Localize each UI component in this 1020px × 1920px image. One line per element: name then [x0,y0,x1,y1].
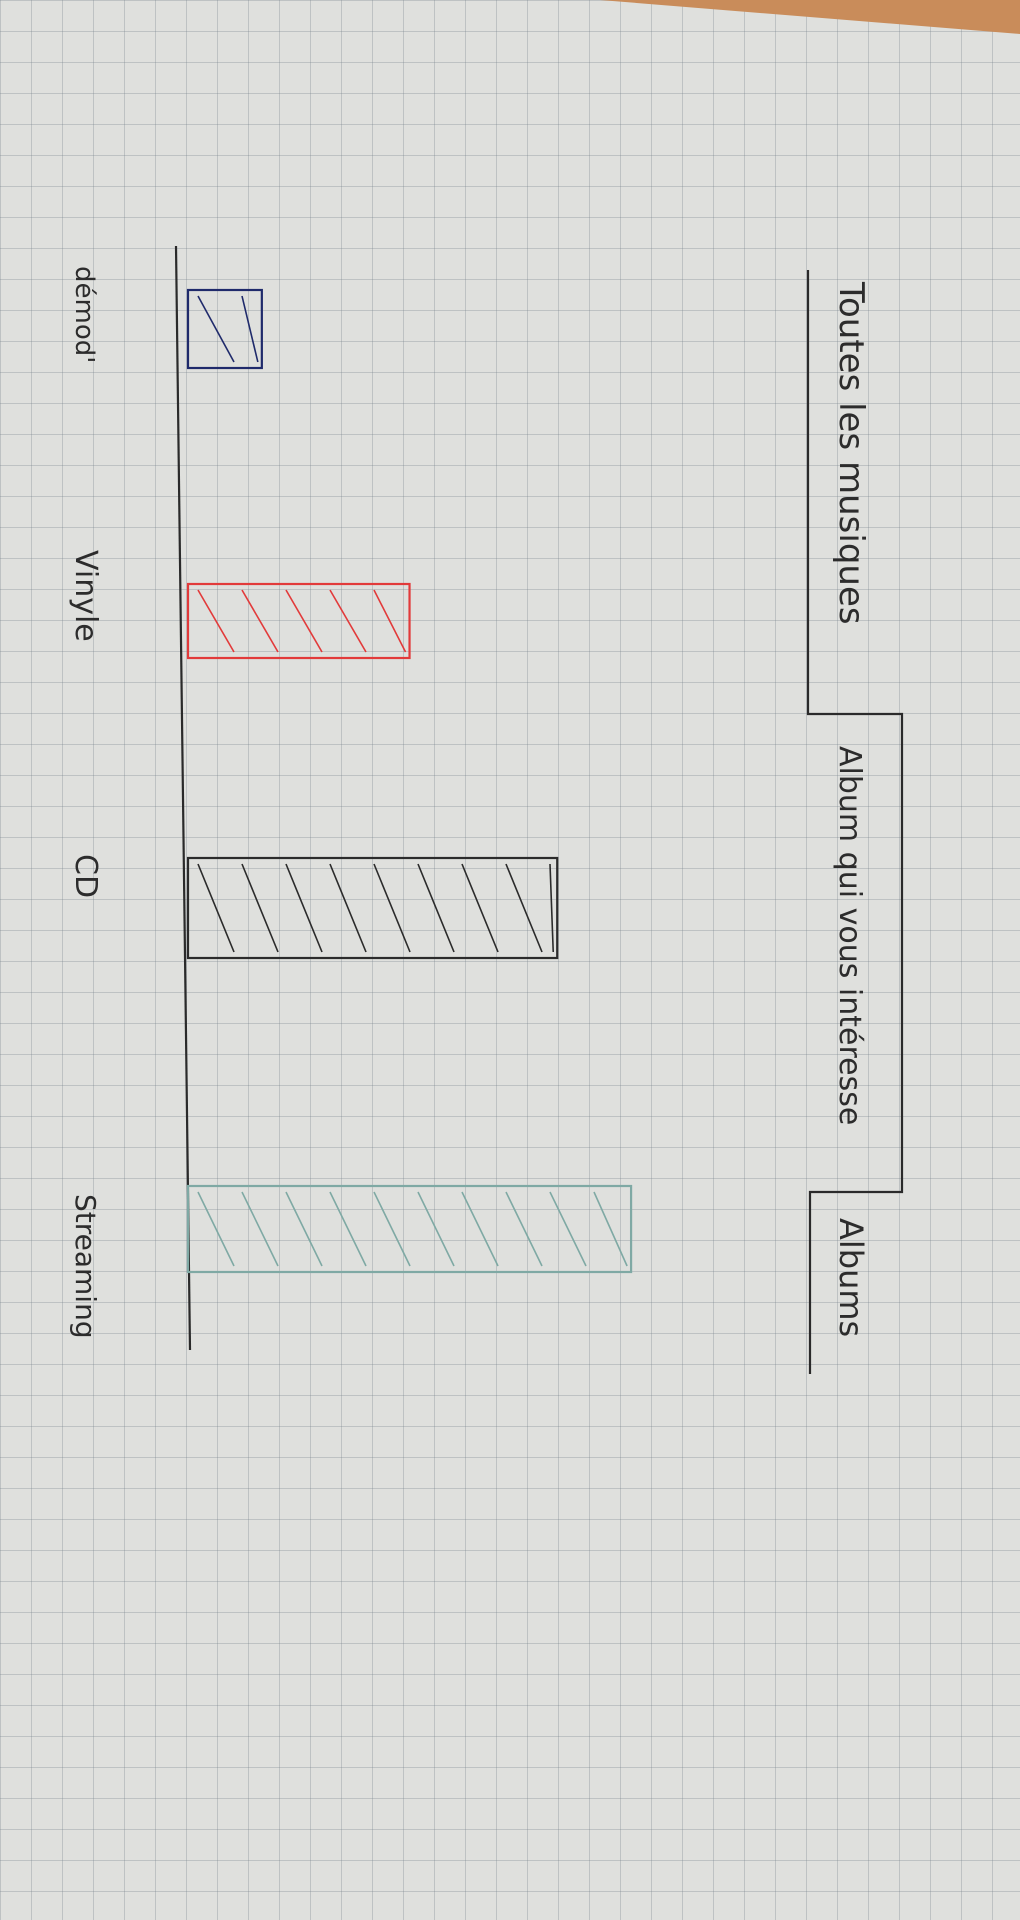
bar-2-hatch [197,863,235,953]
bar-3-hatch [285,1191,323,1267]
bar-3-outline [186,1184,633,1274]
bar-1-hatch [197,589,235,653]
bar-0-outline [186,288,263,370]
bar-1-hatch [241,589,279,653]
legend-item-3: Albums [832,1218,870,1337]
legend-item-1: Toutes les musiques [831,281,871,625]
bar-2-hatch [241,863,279,953]
legend-item-2: Album qui vous intéresse [832,746,867,1125]
bar-3 [186,1184,633,1274]
category-label-3: Streaming [69,1194,102,1339]
legend-bracket [806,270,904,1374]
bar-3-hatch [373,1191,411,1267]
bar-0-hatch [197,295,235,363]
category-label-1: Vinyle [68,550,103,642]
bar-3-hatch [417,1191,455,1267]
bar-2-hatch [285,863,323,953]
category-label-2: CD [68,854,103,898]
bar-0-hatch [241,295,259,363]
bar-2-hatch [417,863,455,953]
bar-3-hatch [549,1191,587,1267]
bar-3-hatch [461,1191,499,1267]
bar-1-hatch [373,589,407,653]
axis-line [174,245,192,1351]
bar-2-hatch [505,863,543,953]
bar-2-hatch [329,863,367,953]
bar-2-hatch [549,863,555,953]
legend: Toutes les musiques Album qui vous intér… [806,270,904,1374]
category-label-0: démod' [69,266,99,363]
bar-3-hatch [329,1191,367,1267]
bar-2 [186,856,559,960]
bars [186,288,633,1274]
bar-2-hatch [461,863,499,953]
bar-1-outline [186,582,411,660]
bar-3-hatch [197,1191,235,1267]
bar-3-hatch [505,1191,543,1267]
bar-0 [186,288,263,370]
bar-3-hatch [593,1191,628,1267]
bar-3-hatch [241,1191,279,1267]
bar-1-hatch [285,589,323,653]
category-labels: démod' Vinyle CD Streaming [68,266,103,1339]
bar-1 [186,582,411,660]
bar-2-outline [186,856,559,960]
bar-1-hatch [329,589,367,653]
bar-2-hatch [373,863,411,953]
